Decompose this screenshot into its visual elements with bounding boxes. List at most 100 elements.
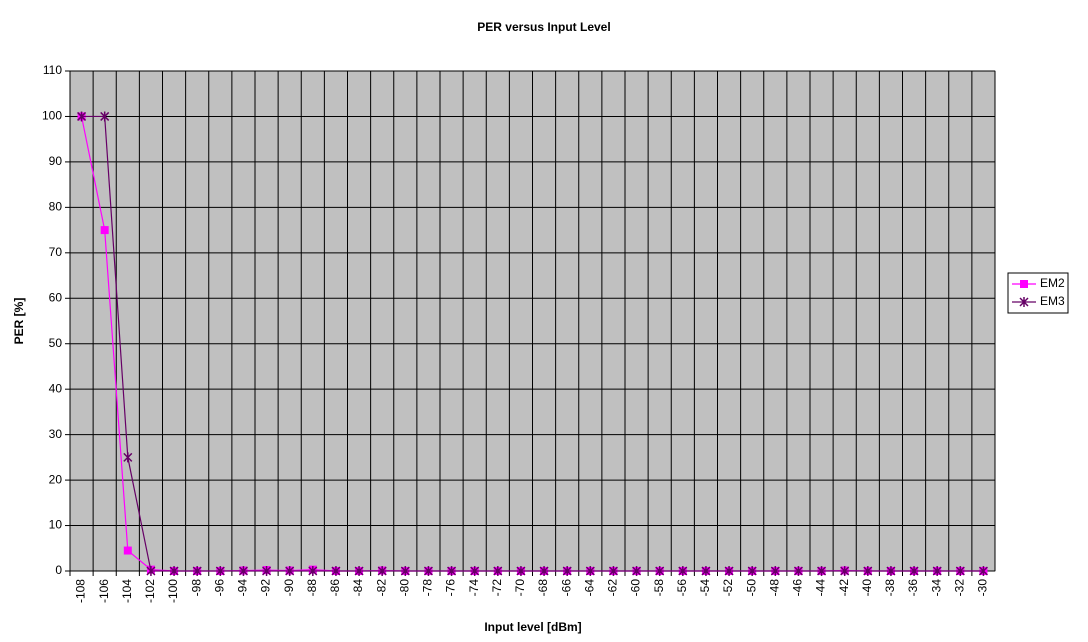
- y-tick-label: 30: [49, 427, 63, 441]
- data-point: [562, 566, 572, 576]
- x-tick-label: -84: [351, 579, 365, 597]
- legend-label: EM3: [1040, 294, 1065, 308]
- x-tick-label: -98: [189, 579, 203, 597]
- y-tick-label: 0: [55, 563, 62, 577]
- series-line: [81, 115, 984, 572]
- data-point: [423, 566, 433, 576]
- data-point: [701, 566, 711, 576]
- data-point: [308, 566, 318, 576]
- data-point: [262, 566, 272, 576]
- chart-title: PER versus Input Level: [477, 20, 610, 34]
- x-tick-label: -40: [860, 579, 874, 597]
- x-tick-label: -76: [444, 579, 458, 597]
- y-tick-label: 90: [49, 154, 63, 168]
- x-tick-label: -42: [837, 579, 851, 597]
- x-tick-label: -30: [976, 579, 990, 597]
- y-tick-label: 100: [42, 109, 62, 123]
- y-tick-label: 80: [49, 200, 63, 214]
- x-tick-label: -92: [259, 579, 273, 597]
- data-point: [354, 566, 364, 576]
- x-tick-label: -100: [166, 579, 180, 603]
- x-tick-label: -102: [143, 579, 157, 603]
- data-point: [978, 566, 988, 576]
- x-tick-label: -48: [767, 579, 781, 597]
- x-tick-label: -86: [328, 579, 342, 597]
- y-axis-label: PER [%]: [12, 298, 26, 345]
- x-tick-label: -94: [236, 579, 250, 597]
- data-point: [793, 566, 803, 576]
- x-tick-label: -96: [212, 579, 226, 597]
- x-tick-label: -88: [305, 579, 319, 597]
- data-point: [146, 566, 156, 576]
- y-tick-label: 110: [43, 63, 62, 77]
- x-tick-label: -44: [814, 579, 828, 597]
- data-point: [470, 566, 480, 576]
- data-point: [123, 452, 133, 463]
- data-point: [724, 566, 734, 576]
- data-point: [493, 566, 503, 576]
- x-tick-label: -78: [421, 579, 435, 597]
- x-tick-label: -50: [744, 579, 758, 597]
- y-tick-label: 10: [49, 518, 63, 532]
- x-tick-label: -68: [536, 579, 550, 597]
- x-tick-label: -74: [467, 579, 481, 597]
- data-point: [400, 566, 410, 576]
- data-point: [632, 566, 642, 576]
- y-tick-label: 60: [49, 290, 63, 304]
- data-point: [608, 566, 618, 576]
- x-tick-label: -34: [929, 579, 943, 597]
- x-tick-label: -106: [97, 579, 111, 603]
- x-tick-label: -104: [120, 579, 134, 603]
- data-point: [863, 566, 873, 576]
- x-tick-label: -70: [513, 579, 527, 597]
- data-point: [678, 566, 688, 576]
- data-point: [100, 226, 109, 235]
- data-point: [539, 566, 549, 576]
- x-tick-label: -58: [652, 579, 666, 597]
- x-tick-label: -72: [490, 579, 504, 597]
- data-point: [817, 566, 827, 576]
- data-point: [77, 111, 87, 122]
- data-point: [377, 566, 387, 576]
- data-point: [169, 566, 179, 576]
- data-point: [747, 566, 757, 576]
- data-point: [331, 566, 341, 576]
- x-tick-label: -90: [282, 579, 296, 597]
- data-point: [238, 566, 248, 576]
- x-tick-label: -80: [397, 579, 411, 597]
- data-point: [192, 566, 202, 576]
- x-tick-label: -108: [74, 579, 88, 603]
- data-point: [100, 111, 110, 122]
- data-point: [123, 546, 132, 555]
- legend-box: [1007, 272, 1069, 314]
- x-tick-label: -36: [906, 579, 920, 597]
- data-point: [585, 566, 595, 576]
- data-point: [770, 566, 780, 576]
- x-tick-label: -60: [629, 579, 643, 597]
- x-tick-label: -38: [883, 579, 897, 597]
- data-point: [955, 566, 965, 576]
- data-point: [447, 566, 457, 576]
- x-axis-label: Input level [dBm]: [484, 620, 581, 634]
- data-point: [516, 566, 526, 576]
- data-point: [655, 566, 665, 576]
- data-point: [840, 566, 850, 576]
- data-point: [932, 566, 942, 576]
- x-tick-label: -56: [675, 579, 689, 597]
- legend-label: EM2: [1040, 276, 1065, 290]
- y-tick-label: 40: [49, 381, 63, 395]
- data-point: [886, 566, 896, 576]
- data-point: [215, 566, 225, 576]
- x-tick-label: -82: [374, 579, 388, 597]
- x-tick-label: -64: [582, 579, 596, 597]
- data-point: [909, 566, 919, 576]
- y-tick-label: 50: [49, 336, 63, 350]
- x-tick-label: -52: [721, 579, 735, 597]
- x-tick-label: -46: [791, 579, 805, 597]
- x-tick-label: -62: [606, 579, 620, 597]
- x-tick-label: -32: [952, 579, 966, 597]
- legend-marker: [1020, 280, 1028, 288]
- x-tick-label: -66: [559, 579, 573, 597]
- x-tick-label: -54: [698, 579, 712, 597]
